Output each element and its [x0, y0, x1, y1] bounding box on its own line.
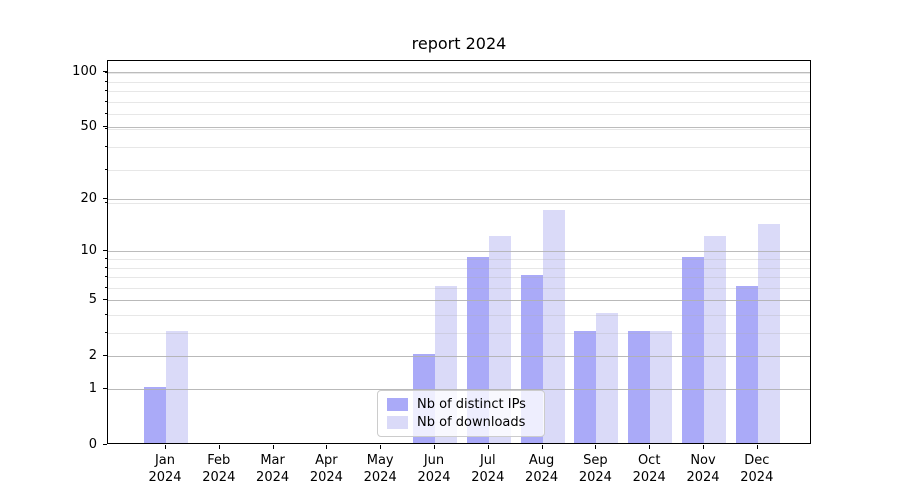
x-tick-label-oct: Oct 2024	[632, 453, 666, 485]
bar-downloads-aug	[542, 209, 565, 443]
y-tick-mark	[103, 198, 107, 200]
y-tick-label: 1	[88, 380, 97, 396]
x-tick-mark	[380, 445, 382, 449]
plot-area	[107, 60, 811, 444]
y-tick-label: 2	[88, 347, 97, 363]
y-tick-label: 100	[72, 63, 97, 79]
y-minor-tick-mark	[105, 286, 107, 288]
y-minor-tick-mark	[105, 146, 107, 147]
bar-distinct-ips-jan	[144, 387, 166, 443]
y-tick-mark	[103, 250, 107, 252]
bar-downloads-sep	[596, 313, 619, 443]
x-tick-mark	[595, 445, 597, 449]
x-tick-label-dec: Dec 2024	[740, 453, 774, 485]
legend-swatch-distinct-ips	[387, 397, 408, 411]
y-tick-label: 5	[88, 291, 97, 307]
y-minor-tick-mark	[105, 332, 107, 333]
y-minor-tick-mark	[105, 266, 107, 268]
x-tick-mark	[703, 445, 704, 449]
bar-downloads-nov	[704, 235, 726, 443]
chart-title: report 2024	[411, 34, 507, 53]
legend-row-downloads: Nb of downloads	[387, 414, 535, 433]
bar-downloads-oct	[650, 331, 673, 443]
x-tick-label-apr: Apr 2024	[309, 453, 343, 485]
x-tick-label-mar: Mar 2024	[256, 453, 290, 485]
y-minor-tick-mark	[105, 80, 107, 82]
y-tick-label: 20	[80, 190, 97, 206]
legend: Nb of distinct IPs Nb of downloads	[377, 390, 545, 437]
bars-layer	[108, 61, 810, 443]
y-minor-tick-mark	[105, 276, 107, 277]
x-tick-mark	[434, 445, 435, 449]
y-minor-tick-mark	[105, 113, 107, 115]
x-tick-label-jun: Jun 2024	[417, 453, 451, 485]
y-minor-tick-mark	[105, 100, 107, 102]
x-tick-label-jan: Jan 2024	[148, 453, 182, 485]
bar-downloads-jan	[166, 331, 188, 443]
y-tick-label: 50	[80, 118, 97, 134]
y-minor-tick-mark	[105, 202, 107, 203]
x-tick-mark	[649, 445, 651, 449]
legend-swatch-downloads	[387, 416, 408, 430]
x-tick-label-nov: Nov 2024	[686, 453, 720, 485]
y-minor-tick-mark	[105, 258, 107, 259]
bar-distinct-ips-oct	[628, 331, 651, 443]
y-minor-tick-mark	[105, 388, 107, 389]
x-tick-mark	[541, 445, 543, 449]
y-minor-tick-mark	[105, 355, 107, 357]
x-tick-label-may: May 2024	[363, 453, 397, 485]
y-minor-tick-mark	[105, 314, 107, 315]
x-tick-label-jul: Jul 2024	[471, 453, 505, 485]
y-tick-label: 10	[80, 242, 97, 258]
x-tick-label-sep: Sep 2024	[578, 453, 612, 485]
y-minor-tick-mark	[105, 72, 107, 73]
legend-label-downloads: Nb of downloads	[417, 415, 526, 431]
x-tick-label-aug: Aug 2024	[525, 453, 559, 485]
y-minor-tick-mark	[105, 90, 107, 91]
bar-distinct-ips-dec	[735, 285, 758, 443]
y-tick-mark	[103, 71, 107, 73]
bar-downloads-dec	[757, 224, 780, 443]
y-minor-tick-mark	[105, 128, 107, 129]
bar-distinct-ips-sep	[574, 331, 597, 443]
x-tick-label-feb: Feb 2024	[202, 453, 236, 485]
y-tick-mark	[103, 444, 107, 445]
legend-row-distinct-ips: Nb of distinct IPs	[387, 395, 535, 414]
x-tick-mark	[165, 445, 166, 449]
legend-label-distinct-ips: Nb of distinct IPs	[417, 396, 526, 412]
x-tick-mark	[272, 445, 274, 449]
x-tick-mark	[487, 445, 489, 449]
y-tick-label: 0	[88, 436, 97, 452]
y-minor-tick-mark	[105, 169, 107, 171]
y-tick-mark	[103, 126, 107, 128]
x-tick-mark	[326, 445, 328, 449]
bar-distinct-ips-nov	[682, 257, 704, 443]
x-tick-mark	[756, 445, 758, 449]
y-minor-tick-mark	[105, 299, 107, 301]
x-tick-mark	[218, 445, 220, 449]
